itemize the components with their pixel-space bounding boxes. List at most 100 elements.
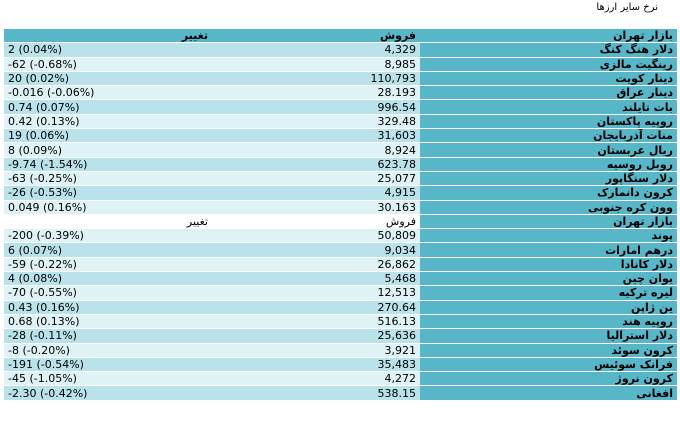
sell-cell: 30.163 [212,200,420,214]
change-cell: -191 (-0.54%) [4,357,212,372]
sell-cell: 538.15 [212,386,420,400]
sell-cell: 35,483 [212,357,420,372]
change-cell: -62 (-0.68%) [4,57,212,71]
table-row: -28 (-0.11%) 25,636 دلار استرالیا [4,329,677,343]
sell-cell: 9,034 [212,243,420,257]
table-row: 0.42 (0.13%) 329.48 روپیه پاکستان [4,114,677,129]
change-cell: 6 (0.07%) [4,243,212,257]
change-cell: -8 (-0.20%) [4,343,212,357]
table-row: -63 (-0.25%) 25,077 دلار سنگاپور [4,171,677,186]
change-cell: 0.42 (0.13%) [4,114,212,129]
currency-name-cell: کرون سوئد [420,343,677,357]
subheader-market: بازار تهران [420,214,677,229]
change-cell: 20 (0.02%) [4,71,212,86]
currency-name-cell: روپیه هند [420,314,677,329]
change-cell: -59 (-0.22%) [4,257,212,272]
currency-rates-table: تغییر فروش بازار تهران 2 (0.04%) 4,329 دلا… [4,28,677,401]
table-row: -62 (-0.68%) 8,985 رینگیت مالزی [4,57,677,71]
currency-name-cell: یوان چین [420,272,677,286]
change-cell: -45 (-1.05%) [4,372,212,386]
table-row: 4 (0.08%) 5,468 یوان چین [4,272,677,286]
subheader-change: تغییر [4,214,212,229]
currency-name-cell: پوند [420,229,677,243]
rates-table-body: تغییر فروش بازار تهران 2 (0.04%) 4,329 دلا… [4,29,677,400]
header-market: بازار تهران [420,29,677,43]
sell-cell: 4,915 [212,186,420,200]
sell-cell: 31,603 [212,129,420,143]
currency-name-cell: بات تایلند [420,100,677,114]
sell-cell: 5,468 [212,272,420,286]
sell-cell: 4,272 [212,372,420,386]
currency-name-cell: روبل روسیه [420,157,677,171]
subheader-sell: فروش [212,214,420,229]
table-row: 0.74 (0.07%) 996.54 بات تایلند [4,100,677,114]
currency-name-cell: فرانک سوئیس [420,357,677,372]
change-cell: 2 (0.04%) [4,43,212,57]
change-cell: -2.30 (-0.42%) [4,386,212,400]
currency-name-cell: کرون دانمارک [420,186,677,200]
table-row: 0.049 (0.16%) 30.163 وون کره جنوبی [4,200,677,214]
table-row: -191 (-0.54%) 35,483 فرانک سوئیس [4,357,677,372]
table-header-row: تغییر فروش بازار تهران [4,29,677,43]
sell-cell: 25,636 [212,329,420,343]
change-cell: 8 (0.09%) [4,143,212,157]
currency-name-cell: روپیه پاکستان [420,114,677,129]
change-cell: -0.016 (-0.06%) [4,86,212,100]
sell-cell: 26,862 [212,257,420,272]
change-cell: -26 (-0.53%) [4,186,212,200]
currency-name-cell: دینار عراق [420,86,677,100]
table-row: 0.43 (0.16%) 270.64 ین ژاپن [4,300,677,314]
sell-cell: 50,809 [212,229,420,243]
table-row: 6 (0.07%) 9,034 درهم امارات [4,243,677,257]
sell-cell: 25,077 [212,171,420,186]
table-row: -200 (-0.39%) 50,809 پوند [4,229,677,243]
change-cell: -28 (-0.11%) [4,329,212,343]
change-cell: -200 (-0.39%) [4,229,212,243]
currency-name-cell: لیره ترکیه [420,286,677,300]
sell-cell: 28.193 [212,86,420,100]
table-row: -8 (-0.20%) 3,921 کرون سوئد [4,343,677,357]
page-title: نرخ سایر ارزها [596,2,658,13]
sell-cell: 3,921 [212,343,420,357]
sell-cell: 516.13 [212,314,420,329]
table-row: 19 (0.06%) 31,603 منات آذربایجان [4,129,677,143]
header-change: تغییر [4,29,212,43]
sell-cell: 329.48 [212,114,420,129]
currency-name-cell: ریال عربستان [420,143,677,157]
table-subheader-row: تغییر فروش بازار تهران [4,214,677,229]
sell-cell: 110,793 [212,71,420,86]
currency-name-cell: وون کره جنوبی [420,200,677,214]
table-row: -0.016 (-0.06%) 28.193 دینار عراق [4,86,677,100]
sell-cell: 4,329 [212,43,420,57]
change-cell: 4 (0.08%) [4,272,212,286]
currency-name-cell: رینگیت مالزی [420,57,677,71]
table-row: 0.68 (0.13%) 516.13 روپیه هند [4,314,677,329]
table-row: -26 (-0.53%) 4,915 کرون دانمارک [4,186,677,200]
currency-name-cell: دلار سنگاپور [420,171,677,186]
currency-name-cell: دلار استرالیا [420,329,677,343]
change-cell: -70 (-0.55%) [4,286,212,300]
sell-cell: 8,924 [212,143,420,157]
table-row: 2 (0.04%) 4,329 دلار هنگ کنگ [4,43,677,57]
currency-name-cell: افغانی [420,386,677,400]
sell-cell: 623.78 [212,157,420,171]
currency-name-cell: دلار هنگ کنگ [420,43,677,57]
sell-cell: 996.54 [212,100,420,114]
currency-name-cell: دینار کویت [420,71,677,86]
change-cell: 0.43 (0.16%) [4,300,212,314]
table-row: 20 (0.02%) 110,793 دینار کویت [4,71,677,86]
change-cell: -63 (-0.25%) [4,171,212,186]
change-cell: 0.68 (0.13%) [4,314,212,329]
table-row: -45 (-1.05%) 4,272 کرون نروژ [4,372,677,386]
sell-cell: 270.64 [212,300,420,314]
change-cell: 0.74 (0.07%) [4,100,212,114]
change-cell: 0.049 (0.16%) [4,200,212,214]
currency-name-cell: منات آذربایجان [420,129,677,143]
sell-cell: 12,513 [212,286,420,300]
header-sell: فروش [212,29,420,43]
table-row: -70 (-0.55%) 12,513 لیره ترکیه [4,286,677,300]
table-row: -2.30 (-0.42%) 538.15 افغانی [4,386,677,400]
change-cell: 19 (0.06%) [4,129,212,143]
change-cell: -9.74 (-1.54%) [4,157,212,171]
sell-cell: 8,985 [212,57,420,71]
